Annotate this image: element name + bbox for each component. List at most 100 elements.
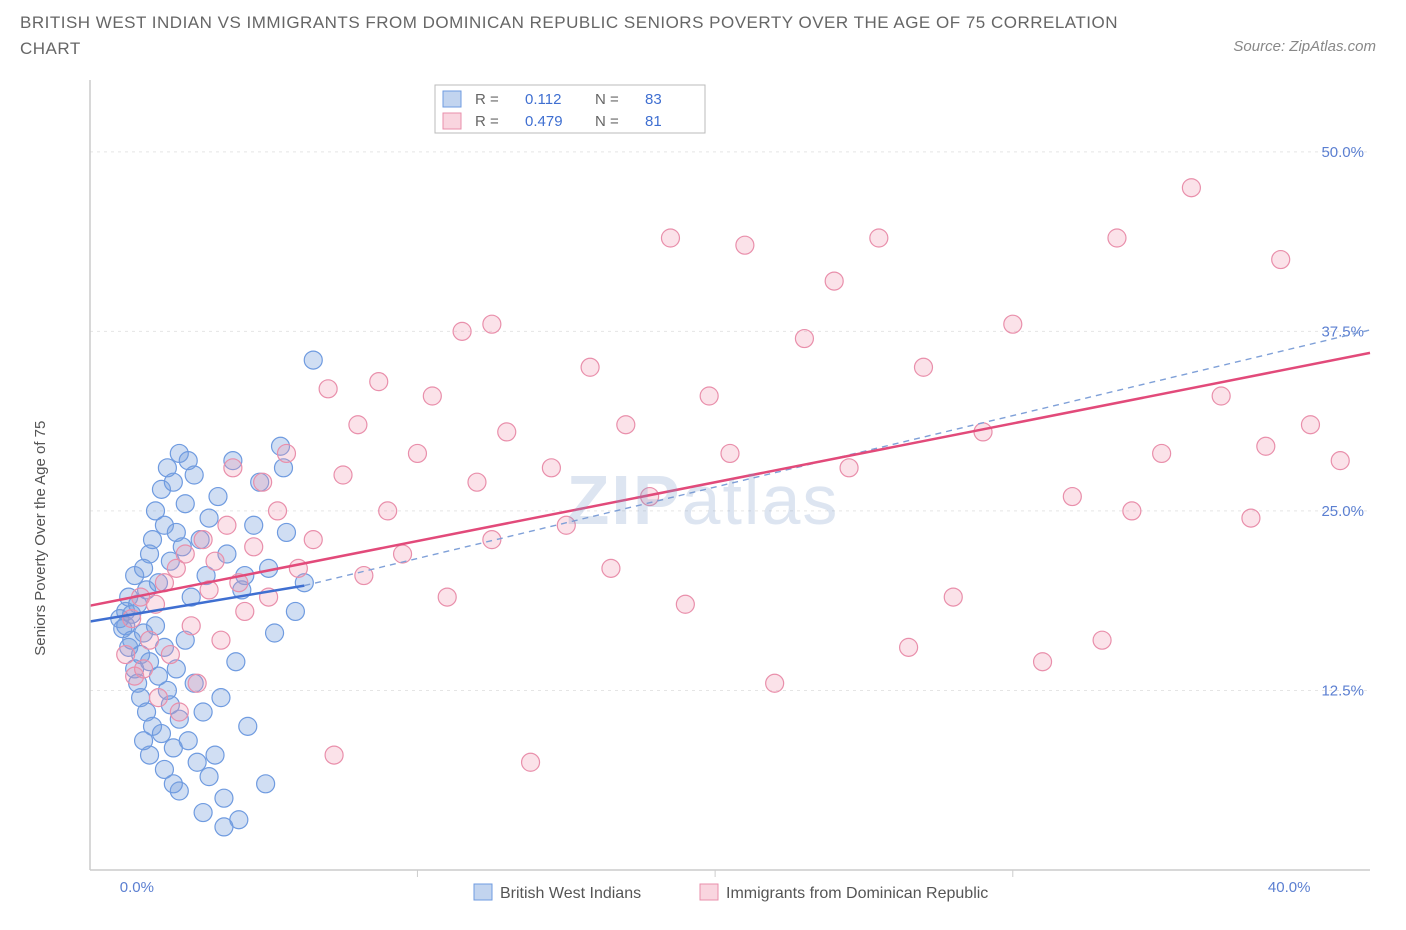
data-point	[212, 689, 230, 707]
data-point	[325, 746, 343, 764]
stats-n-label: N =	[595, 91, 619, 108]
stats-r-label: R =	[475, 113, 499, 130]
data-point	[944, 588, 962, 606]
data-point	[1242, 509, 1260, 527]
data-point	[1272, 251, 1290, 269]
legend-swatch	[443, 113, 461, 129]
data-point	[736, 236, 754, 254]
chart-container: ZIPatlas 12.5%25.0%37.5%50.0%0.0%40.0%Se…	[20, 80, 1386, 920]
data-point	[176, 495, 194, 513]
data-point	[212, 631, 230, 649]
stats-n-label: N =	[595, 113, 619, 130]
data-point	[840, 459, 858, 477]
stats-n-value: 83	[645, 91, 662, 108]
data-point	[277, 523, 295, 541]
data-point	[483, 315, 501, 333]
stats-r-value: 0.112	[525, 91, 561, 108]
data-point	[408, 444, 426, 462]
data-point	[498, 423, 516, 441]
data-point	[349, 416, 367, 434]
data-point	[1182, 179, 1200, 197]
data-point	[179, 732, 197, 750]
data-point	[218, 516, 236, 534]
data-point	[1034, 653, 1052, 671]
y-tick-label: 12.5%	[1321, 682, 1364, 699]
data-point	[468, 473, 486, 491]
data-point	[164, 473, 182, 491]
data-point	[224, 459, 242, 477]
x-tick-label: 0.0%	[120, 879, 154, 896]
data-point	[236, 602, 254, 620]
data-point	[188, 674, 206, 692]
data-point	[245, 516, 263, 534]
data-point	[394, 545, 412, 563]
data-point	[700, 387, 718, 405]
data-point	[152, 725, 170, 743]
data-point	[870, 229, 888, 247]
y-tick-label: 37.5%	[1321, 323, 1364, 340]
data-point	[266, 624, 284, 642]
data-point	[209, 488, 227, 506]
stats-n-value: 81	[645, 113, 662, 130]
chart-title: BRITISH WEST INDIAN VS IMMIGRANTS FROM D…	[20, 10, 1120, 61]
data-point	[206, 552, 224, 570]
y-tick-label: 25.0%	[1321, 503, 1364, 520]
data-point	[176, 545, 194, 563]
data-point	[617, 416, 635, 434]
data-point	[144, 531, 162, 549]
data-point	[581, 358, 599, 376]
data-point	[135, 732, 153, 750]
data-point	[1093, 631, 1111, 649]
data-point	[334, 466, 352, 484]
data-point	[974, 423, 992, 441]
x-tick-label: 40.0%	[1268, 879, 1311, 896]
data-point	[1108, 229, 1126, 247]
data-point	[188, 753, 206, 771]
legend-label: British West Indians	[500, 885, 641, 902]
data-point	[179, 452, 197, 470]
data-point	[194, 703, 212, 721]
data-point	[1004, 315, 1022, 333]
data-point	[170, 703, 188, 721]
data-point	[245, 538, 263, 556]
data-point	[1153, 444, 1171, 462]
data-point	[182, 617, 200, 635]
data-point	[1301, 416, 1319, 434]
data-point	[257, 775, 275, 793]
data-point	[1063, 488, 1081, 506]
data-point	[304, 351, 322, 369]
data-point	[676, 595, 694, 613]
trend-line	[90, 353, 1370, 606]
data-point	[721, 444, 739, 462]
data-point	[542, 459, 560, 477]
legend-label: Immigrants from Dominican Republic	[726, 885, 988, 902]
data-point	[254, 473, 272, 491]
data-point	[135, 660, 153, 678]
data-point	[194, 531, 212, 549]
source-name: ZipAtlas.com	[1289, 38, 1376, 55]
data-point	[239, 717, 257, 735]
data-point	[1123, 502, 1141, 520]
data-point	[379, 502, 397, 520]
data-point	[200, 509, 218, 527]
data-point	[215, 789, 233, 807]
legend-swatch	[443, 91, 461, 107]
data-point	[423, 387, 441, 405]
data-point	[370, 373, 388, 391]
data-point	[825, 272, 843, 290]
legend-swatch	[700, 884, 718, 900]
data-point	[117, 646, 135, 664]
data-point	[1257, 437, 1275, 455]
data-point	[304, 531, 322, 549]
scatter-chart: 12.5%25.0%37.5%50.0%0.0%40.0%Seniors Pov…	[20, 80, 1386, 920]
data-point	[215, 818, 233, 836]
chart-header: BRITISH WEST INDIAN VS IMMIGRANTS FROM D…	[0, 0, 1406, 80]
data-point	[453, 322, 471, 340]
data-point	[602, 559, 620, 577]
data-point	[319, 380, 337, 398]
data-point	[661, 229, 679, 247]
data-point	[194, 804, 212, 822]
source-credit: Source: ZipAtlas.com	[1233, 38, 1376, 55]
stats-r-label: R =	[475, 91, 499, 108]
data-point	[227, 653, 245, 671]
